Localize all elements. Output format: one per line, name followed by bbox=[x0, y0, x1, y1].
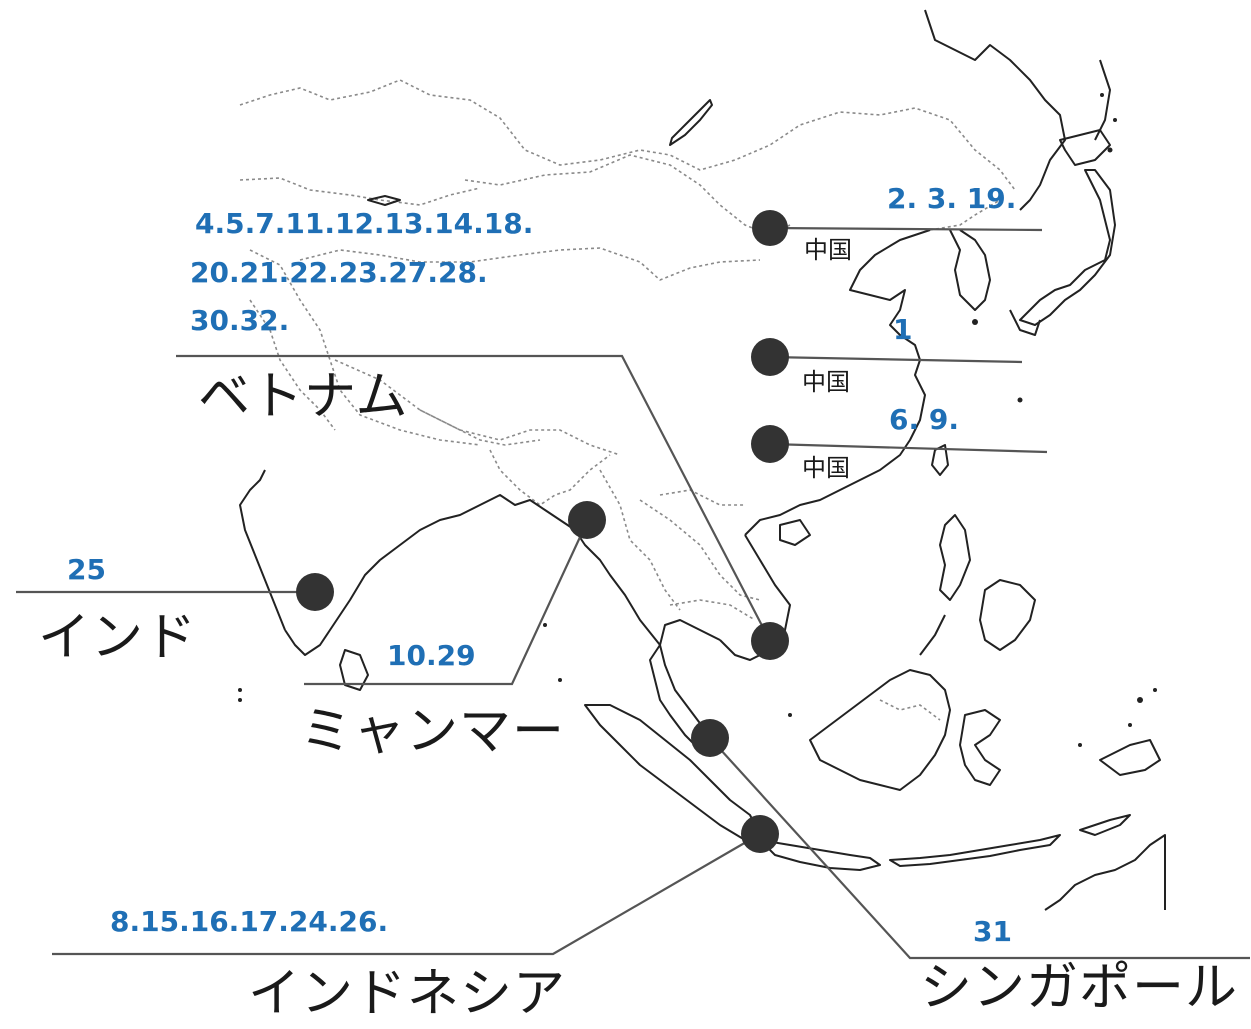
coast-philippines-south bbox=[979, 579, 1036, 651]
coast-japan-hokkaido bbox=[1059, 129, 1111, 166]
myanmar-numbers: 10.29 bbox=[387, 639, 476, 672]
coast-india-west bbox=[239, 469, 286, 631]
india-label: インド bbox=[38, 608, 198, 668]
border-kazakh bbox=[239, 177, 481, 206]
vietnam-label: ベトナム bbox=[198, 367, 409, 427]
border-mongolia bbox=[464, 154, 791, 236]
china-middle-numbers: 1 bbox=[893, 313, 913, 346]
coast-bay-of-bengal bbox=[284, 494, 576, 656]
border-thai-cambodia bbox=[669, 599, 756, 621]
leader-vietnam bbox=[176, 354, 771, 642]
coast-new-guinea bbox=[1099, 739, 1161, 776]
leader-china-middle bbox=[769, 355, 1023, 364]
china-north-label: 中国 bbox=[804, 236, 852, 264]
coast-korea bbox=[949, 229, 991, 311]
leader-indonesia bbox=[52, 833, 761, 956]
coast-kyushu bbox=[1009, 309, 1041, 336]
coast-lesser-sunda bbox=[889, 834, 1061, 867]
border-nepal-bhutan bbox=[419, 409, 541, 446]
border-vietnam-china bbox=[659, 489, 745, 506]
border-laos bbox=[639, 499, 761, 601]
vietnam-numbers-line-1: 4.5.7.11.12.13.14.18. bbox=[195, 207, 534, 240]
coast-myanmar bbox=[574, 529, 661, 646]
marker-indonesia bbox=[741, 815, 779, 853]
vietnam-numbers-line-2: 20.21.22.23.27.28. bbox=[190, 256, 488, 289]
leader-singapore bbox=[709, 737, 1250, 960]
myanmar-label: ミャンマー bbox=[300, 702, 566, 762]
vietnam-numbers-line-3: 30.32. bbox=[190, 304, 290, 337]
singapore-label: シンガポール bbox=[920, 958, 1239, 1018]
marker-singapore bbox=[691, 719, 729, 757]
marker-vietnam bbox=[751, 622, 789, 660]
coast-sulawesi bbox=[959, 709, 1001, 786]
china-north-numbers: 2. 3. 19. bbox=[887, 182, 1017, 215]
coast-japan-honshu bbox=[1019, 169, 1116, 326]
border-myanmar-east bbox=[599, 469, 681, 611]
border-borneo bbox=[879, 699, 941, 721]
coastlines bbox=[239, 9, 1166, 911]
border-russia-south bbox=[239, 79, 1016, 191]
coast-palawan bbox=[919, 614, 946, 656]
coast-borneo bbox=[809, 669, 951, 791]
leader-myanmar bbox=[304, 521, 588, 686]
coast-bohai bbox=[849, 229, 931, 361]
coast-russia-pacific bbox=[924, 9, 1066, 211]
small-islands bbox=[238, 93, 1157, 747]
marker-china-middle bbox=[751, 338, 789, 376]
marker-myanmar bbox=[568, 501, 606, 539]
china-middle-label: 中国 bbox=[802, 368, 850, 396]
coast-timor bbox=[1079, 814, 1131, 836]
indonesia-numbers: 8.15.16.17.24.26. bbox=[110, 905, 389, 938]
leader-china-north bbox=[769, 226, 1043, 232]
coast-lake-balkhash bbox=[367, 195, 401, 206]
border-pakistan bbox=[249, 299, 336, 431]
coast-philippines-luzon bbox=[939, 514, 971, 601]
marker-china-north bbox=[752, 210, 788, 246]
marker-india bbox=[296, 573, 334, 611]
border-india-east bbox=[489, 449, 611, 506]
coast-hainan bbox=[779, 519, 811, 546]
coast-china-east bbox=[744, 359, 926, 536]
coast-sri-lanka bbox=[339, 649, 369, 691]
leader-china-south bbox=[769, 442, 1048, 454]
marker-china-south bbox=[751, 425, 789, 463]
country-borders bbox=[239, 79, 1016, 721]
coast-sakhalin bbox=[1094, 59, 1111, 141]
coast-java bbox=[759, 839, 881, 871]
indonesia-label: インドネシア bbox=[248, 964, 567, 1024]
india-numbers: 25 bbox=[67, 553, 106, 586]
markers bbox=[296, 210, 789, 853]
singapore-numbers: 31 bbox=[973, 915, 1012, 948]
leader-lines bbox=[16, 226, 1250, 960]
china-south-numbers: 6. 9. bbox=[889, 403, 959, 436]
coast-gulf-thailand bbox=[659, 619, 721, 746]
coast-sumatra bbox=[584, 704, 761, 841]
border-china-west bbox=[299, 247, 761, 281]
china-south-label: 中国 bbox=[802, 454, 850, 482]
border-central-asia bbox=[249, 249, 481, 446]
coast-australia-north bbox=[1044, 834, 1166, 911]
coast-taiwan bbox=[931, 444, 949, 476]
coast-lake-baikal bbox=[669, 99, 713, 146]
